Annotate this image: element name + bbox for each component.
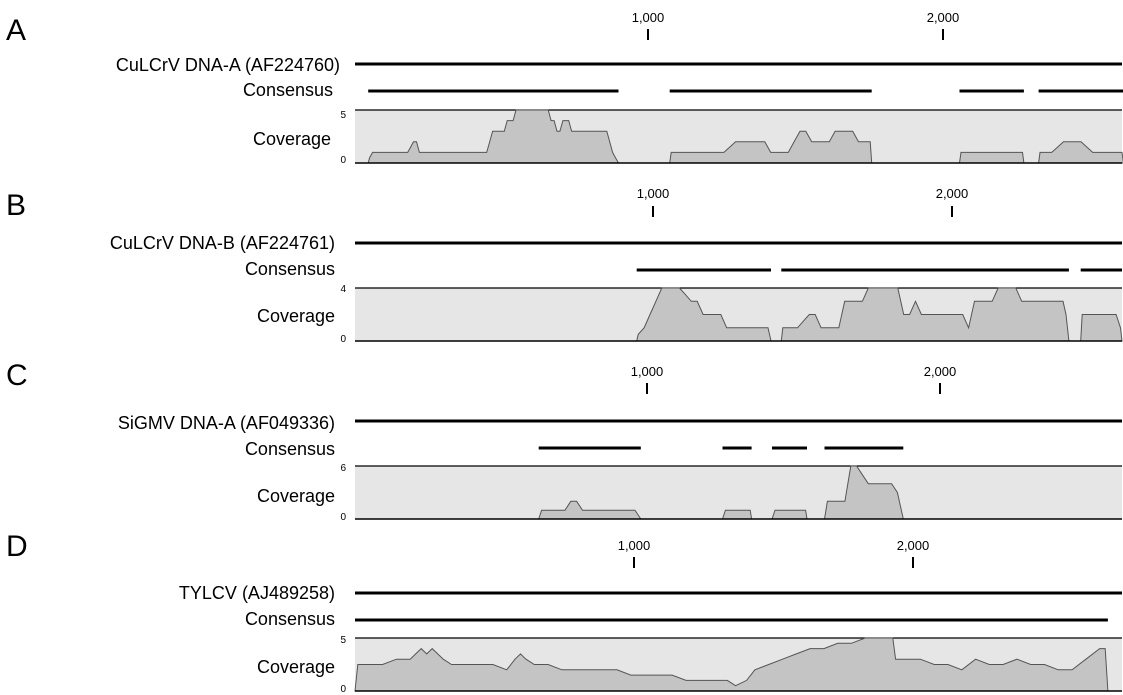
panel-d-tick-label-2000: 2,000 (897, 538, 930, 553)
panel-b-coverage-label: Coverage (257, 306, 335, 326)
panel-c-coverage-area-1 (538, 500, 642, 520)
panel-d: D 1,000 2,000 TYLCV (AJ489258) Consensus… (6, 530, 1122, 695)
panel-d-tick-label-1000: 1,000 (618, 538, 651, 553)
panel-a: A 1,000 2,000 CuLCrV DNA-A (AF224760) Co… (6, 10, 1123, 166)
panel-d-coverage-label: Coverage (257, 657, 335, 677)
panel-b-tick-label-2000: 2,000 (936, 186, 969, 201)
panel-a-consensus-label: Consensus (243, 80, 333, 100)
panel-a-coverage-area-1 (367, 109, 620, 164)
panel-c-tick-label-2000: 2,000 (924, 364, 957, 379)
panel-a-coverage-area-2 (669, 130, 873, 164)
panel-c-letter: C (6, 359, 28, 392)
panel-b-coverage-area-2 (780, 287, 1070, 342)
panel-b-ymin-label: 0 (340, 334, 346, 345)
panel-b-letter: B (6, 189, 26, 222)
panel-b-tick-label-1000: 1,000 (637, 186, 670, 201)
panel-a-coverage-areas (367, 109, 1123, 164)
panel-b-consensus-label: Consensus (245, 259, 335, 279)
panel-a-ymin-label: 0 (340, 155, 346, 166)
panel-c-tick-label-1000: 1,000 (631, 364, 664, 379)
panel-b-reference-label: CuLCrV DNA-B (AF224761) (110, 233, 335, 253)
panel-b: B 1,000 2,000 CuLCrV DNA-B (AF224761) Co… (6, 186, 1123, 345)
panel-d-ymax-label: 5 (340, 635, 346, 646)
panel-a-tick-label-1000: 1,000 (632, 10, 665, 25)
panel-d-coverage-areas (354, 637, 1109, 692)
panel-a-tick-label-2000: 2,000 (927, 10, 960, 25)
panel-c-coverage-areas (538, 465, 904, 520)
panel-a-coverage-area-3 (958, 151, 1025, 164)
panel-a-reference-label: CuLCrV DNA-A (AF224760) (116, 55, 340, 75)
panel-c-coverage-area-2 (721, 509, 753, 520)
panel-c-ymax-label: 6 (340, 463, 346, 474)
panel-c-consensus-label: Consensus (245, 439, 335, 459)
panel-b-ymax-label: 4 (340, 284, 346, 295)
panel-c-coverage-area-4 (823, 465, 904, 520)
panel-a-coverage-area-4 (1038, 141, 1123, 164)
panel-a-ymax-label: 5 (340, 110, 346, 121)
panel-c: C 1,000 2,000 SiGMV DNA-A (AF049336) Con… (6, 359, 1122, 523)
panel-b-coverage-areas (636, 287, 1123, 342)
panel-b-coverage-area-3 (1080, 314, 1123, 342)
panel-a-letter: A (6, 14, 26, 47)
panel-d-reference-label: TYLCV (AJ489258) (179, 583, 335, 603)
panel-d-coverage-area-1 (354, 637, 1109, 692)
panel-b-coverage-area-1 (636, 287, 772, 342)
panel-c-ymin-label: 0 (340, 512, 346, 523)
panel-c-coverage-area-3 (771, 509, 808, 520)
panel-c-reference-label: SiGMV DNA-A (AF049336) (118, 413, 335, 433)
panel-d-ymin-label: 0 (340, 684, 346, 695)
panel-d-letter: D (6, 530, 28, 563)
panel-c-coverage-label: Coverage (257, 486, 335, 506)
panel-a-coverage-label: Coverage (253, 129, 331, 149)
panel-d-consensus-label: Consensus (245, 609, 335, 629)
